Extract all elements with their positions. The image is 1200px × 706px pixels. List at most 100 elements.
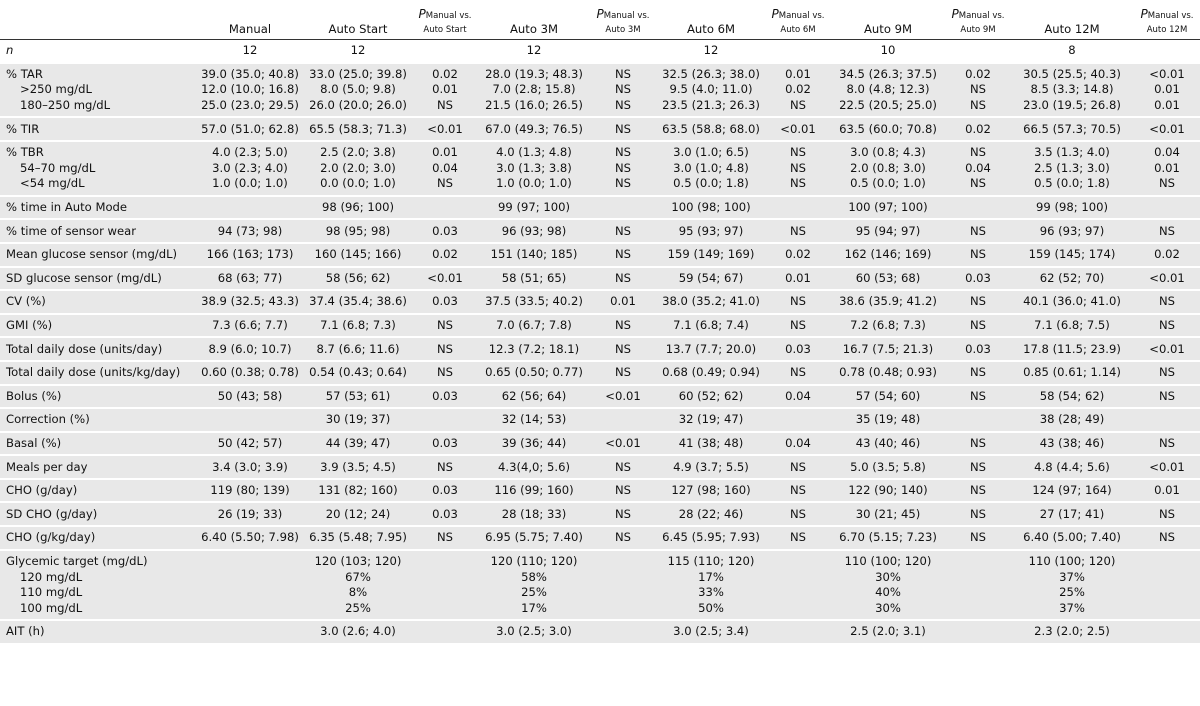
row-separator <box>0 194 1200 197</box>
value-cell: NS <box>590 63 656 83</box>
p-value-cell: 96 (93; 98) <box>478 220 590 242</box>
value-cell: <0.01 <box>590 432 656 455</box>
p-value-cell: 3.0 (1.0; 4.8) <box>656 160 766 177</box>
value-cell: NS <box>946 82 1010 98</box>
value-cell: NS <box>412 176 478 195</box>
table-row: AIT (h) 3.0 (2.6; 4.0) 3.0 (2.5; 3.0) 3.0 (… <box>0 621 1200 643</box>
value-cell: <0.01 <box>412 267 478 290</box>
p-value-cell: 120 (110; 120) <box>478 550 590 570</box>
value-cell: NS <box>590 82 656 98</box>
p-value-cell: 8.0 (5.0; 9.8) <box>304 82 412 98</box>
value-cell: NS <box>766 479 830 502</box>
p-value-cell: 25% <box>478 584 590 601</box>
row-separator <box>0 477 1200 480</box>
p-value-cell: 37.4 (35.4; 38.6) <box>304 291 412 313</box>
value-cell: 1.0 (0.0; 1.0) <box>196 176 304 195</box>
p-value-cell: 96 (93; 97) <box>1010 220 1134 242</box>
row-label: % time of sensor wear <box>0 220 196 242</box>
value-cell: 0.02 <box>412 243 478 266</box>
value-cell: NS <box>412 314 478 337</box>
value-cell <box>946 621 1010 643</box>
p-value-cell: 60 (53; 68) <box>830 267 946 290</box>
value-cell: 0.02 <box>412 63 478 83</box>
p-value-cell: 26.0 (20.0; 26.0) <box>304 97 412 117</box>
p-value-cell: 28.0 (19.3; 48.3) <box>478 63 590 83</box>
value-cell: NS <box>590 479 656 502</box>
row-label: Basal (%) <box>0 432 196 455</box>
p-header: PManual vs. Auto 6M <box>766 0 830 40</box>
value-cell <box>766 600 830 620</box>
p-value-cell: 131 (82; 160) <box>304 479 412 502</box>
value-cell: NS <box>590 220 656 242</box>
table-row: CHO (g/day) 119 (80; 139) 131 (82; 160) 0.0… <box>0 479 1200 502</box>
p-value-cell: 58% <box>478 569 590 585</box>
value-cell: 0.02 <box>766 82 830 98</box>
value-cell: 0.01 <box>1134 479 1200 502</box>
row-separator <box>0 359 1200 362</box>
p-value-cell: 20 (12; 24) <box>304 503 412 526</box>
row-label: Bolus (%) <box>0 385 196 408</box>
p-value-cell: 60 (52; 62) <box>656 385 766 408</box>
row-separator <box>0 619 1200 622</box>
table-row: SD glucose sensor (mg/dL) 68 (63; 77) 58 (… <box>0 267 1200 290</box>
value-cell: 0.02 <box>946 63 1010 83</box>
value-cell <box>412 621 478 643</box>
p-value-cell: 41 (38; 48) <box>656 432 766 455</box>
row-label: n <box>0 39 196 62</box>
p-value-cell: 44 (39; 47) <box>304 432 412 455</box>
p-value-cell: 27 (17; 41) <box>1010 503 1134 526</box>
value-cell: 0.03 <box>766 338 830 360</box>
p-value-cell: 95 (94; 97) <box>830 220 946 242</box>
p-value-cell: 62 (56; 64) <box>478 385 590 408</box>
value-cell <box>766 621 830 643</box>
value-cell: NS <box>590 160 656 177</box>
p-value-cell: 7.0 (2.8; 15.8) <box>478 82 590 98</box>
col-header: Auto 9M <box>830 0 946 40</box>
value-cell: NS <box>946 479 1010 502</box>
p-value-cell: 159 (145; 174) <box>1010 243 1134 266</box>
value-cell: 119 (80; 139) <box>196 479 304 502</box>
value-cell: <0.01 <box>1134 267 1200 290</box>
row-label: % TIR <box>0 118 196 140</box>
table-row: 54–70 mg/dL 3.0 (2.3; 4.0) 2.0 (2.0; 3.0) 0… <box>0 160 1200 177</box>
table-row: Meals per day 3.4 (3.0; 3.9) 3.9 (3.5; 4.5… <box>0 456 1200 478</box>
p-value-cell: 30% <box>830 600 946 620</box>
value-cell: 94 (73; 98) <box>196 220 304 242</box>
value-cell: NS <box>766 291 830 313</box>
p-value-cell: 43 (40; 46) <box>830 432 946 455</box>
p-value-cell: 99 (98; 100) <box>1010 196 1134 219</box>
value-cell: 0.03 <box>412 385 478 408</box>
value-cell: NS <box>590 338 656 360</box>
value-cell: NS <box>766 527 830 549</box>
value-cell: NS <box>1134 527 1200 549</box>
value-cell: NS <box>590 527 656 549</box>
value-cell: <0.01 <box>412 118 478 140</box>
p-value-cell: 23.5 (21.3; 26.3) <box>656 97 766 117</box>
value-cell: <0.01 <box>1134 456 1200 478</box>
col-header: Auto Start <box>304 0 412 40</box>
value-cell <box>590 569 656 585</box>
value-cell: NS <box>766 314 830 337</box>
value-cell: 0.03 <box>412 291 478 313</box>
p-value-cell: 3.0 (2.5; 3.0) <box>478 621 590 643</box>
p-value-cell: 3.0 (0.8; 4.3) <box>830 141 946 161</box>
p-value-cell: 58 (51; 65) <box>478 267 590 290</box>
p-value-cell: 66.5 (57.3; 70.5) <box>1010 118 1134 140</box>
p-value-cell: 17% <box>656 569 766 585</box>
value-cell: NS <box>766 176 830 195</box>
table-row: <54 mg/dL 1.0 (0.0; 1.0) 0.0 (0.0; 1.0) NS 1… <box>0 176 1200 195</box>
p-value-cell: 17.8 (11.5; 23.9) <box>1010 338 1134 360</box>
p-header: PManual vs. Auto Start <box>412 0 478 40</box>
value-cell: 0.01 <box>412 82 478 98</box>
p-value-cell: 159 (149; 169) <box>656 243 766 266</box>
value-cell: NS <box>946 141 1010 161</box>
col-header: Auto 3M <box>478 0 590 40</box>
value-cell: 3.0 (2.3; 4.0) <box>196 160 304 177</box>
p-value-cell: 120 (103; 120) <box>304 550 412 570</box>
p-value-cell: 30 (21; 45) <box>830 503 946 526</box>
p-value-cell: 127 (98; 160) <box>656 479 766 502</box>
value-cell <box>766 409 830 431</box>
cell: 12 <box>656 39 766 62</box>
p-value-cell: 34.5 (26.3; 37.5) <box>830 63 946 83</box>
value-cell <box>1134 600 1200 620</box>
